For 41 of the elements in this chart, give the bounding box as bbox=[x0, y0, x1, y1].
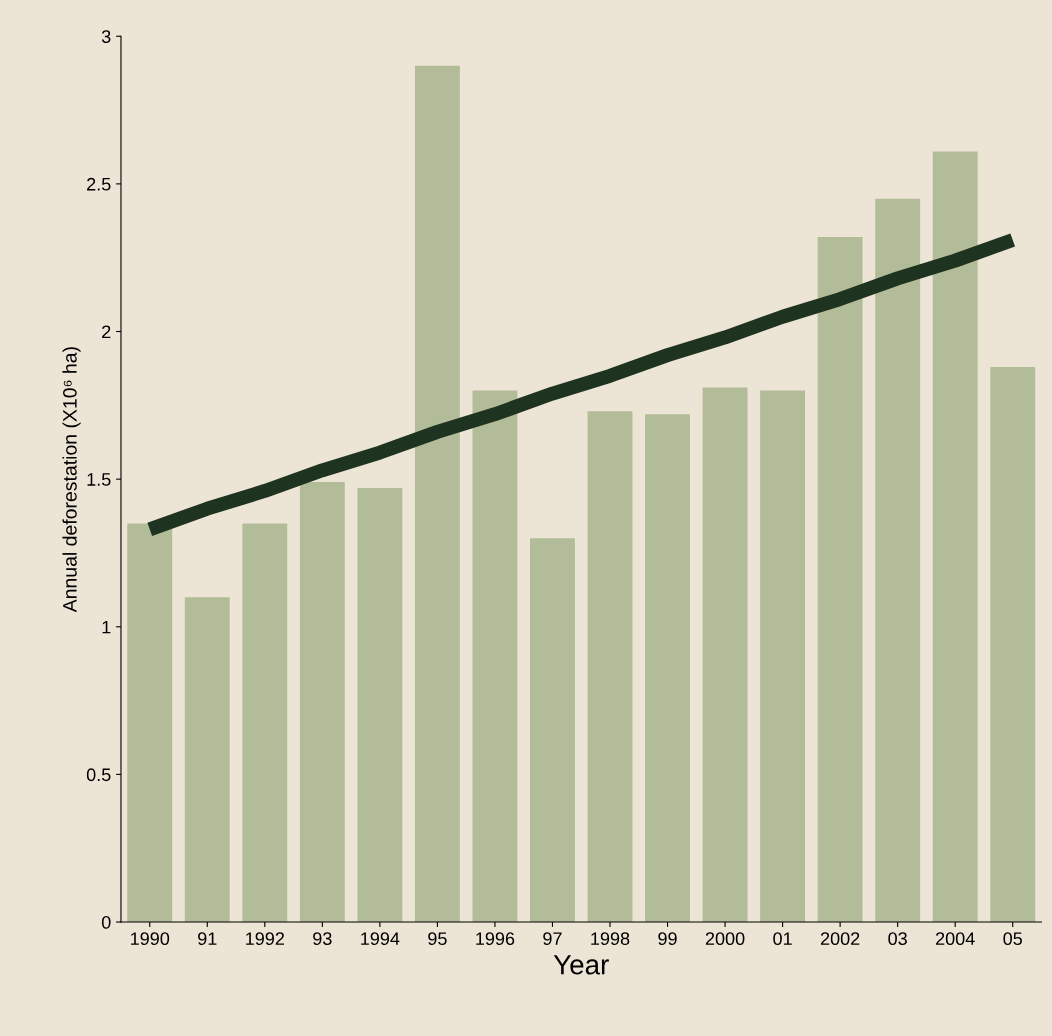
y-tick-label: 0.5 bbox=[86, 768, 111, 782]
bar bbox=[817, 237, 863, 923]
x-tick-label: 91 bbox=[198, 932, 217, 946]
x-tick-label: 1998 bbox=[591, 932, 630, 946]
bar bbox=[357, 488, 403, 923]
y-tick-label: 2 bbox=[102, 325, 111, 339]
bar bbox=[875, 198, 921, 923]
x-tick-label: 1992 bbox=[246, 932, 284, 946]
x-tick-label: 03 bbox=[888, 932, 907, 946]
y-tick-label: 2.5 bbox=[87, 177, 111, 191]
y-axis-title: Annual deforestation (X10⁶ ha) bbox=[62, 347, 81, 613]
bar bbox=[184, 597, 230, 923]
y-tick-label: 0 bbox=[101, 915, 111, 929]
bar bbox=[414, 65, 460, 923]
x-tick-label: 2002 bbox=[820, 932, 860, 946]
x-tick-label: 1994 bbox=[361, 932, 400, 946]
bar bbox=[472, 390, 518, 923]
x-tick-label: 01 bbox=[773, 932, 792, 946]
x-tick-label: 2004 bbox=[936, 932, 975, 946]
y-tick-label: 1 bbox=[102, 620, 111, 634]
bar bbox=[990, 366, 1036, 923]
bar bbox=[702, 387, 748, 923]
x-tick-label: 1990 bbox=[131, 932, 170, 946]
bar bbox=[127, 523, 173, 923]
x-tick-label: 97 bbox=[543, 932, 562, 946]
x-tick-label: 05 bbox=[1003, 932, 1022, 946]
y-tick-label: 1.5 bbox=[87, 473, 111, 486]
x-axis-title: Year bbox=[553, 955, 609, 975]
bar bbox=[932, 151, 978, 923]
x-tick-label: 2000 bbox=[705, 932, 745, 946]
bar bbox=[242, 523, 288, 923]
bar bbox=[587, 411, 633, 923]
x-tick-label: 99 bbox=[658, 932, 677, 946]
x-tick-label: 1996 bbox=[476, 932, 515, 946]
bar bbox=[760, 390, 806, 923]
bar bbox=[645, 414, 690, 923]
bar bbox=[299, 482, 345, 923]
y-tick-label: 3 bbox=[101, 30, 111, 43]
x-tick-label: 95 bbox=[428, 932, 447, 946]
x-tick-label: 93 bbox=[313, 932, 332, 946]
bar bbox=[530, 538, 575, 923]
